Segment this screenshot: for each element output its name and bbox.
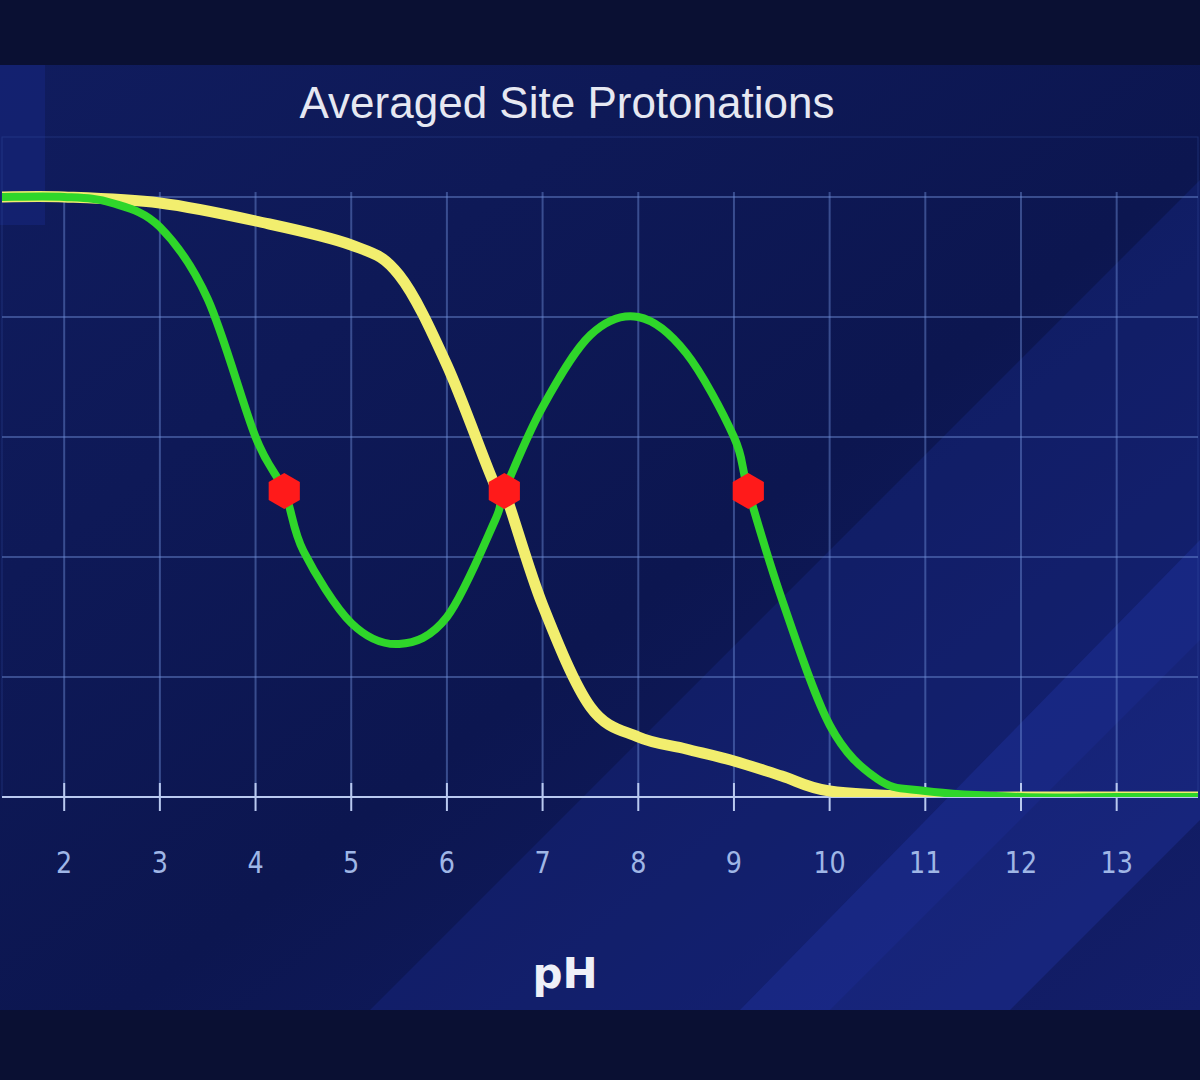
plot-area: [2, 197, 1198, 797]
grid-line-x: [1020, 192, 1022, 797]
grid-line-x: [637, 192, 639, 797]
series-line: [2, 197, 1198, 797]
title: Averaged Site Protonations: [300, 78, 835, 127]
decor-stripe: [370, 180, 1200, 1010]
x-tick-label: 3: [152, 845, 168, 881]
grid-line-x: [924, 192, 926, 797]
grid-line-x: [159, 192, 161, 797]
decor-stripe: [740, 540, 1200, 1010]
x-tick: [733, 783, 735, 811]
grid-line-y: [2, 676, 1198, 678]
series-marker: [269, 473, 300, 509]
panel: [0, 65, 1200, 1010]
grid-line-x: [542, 192, 544, 797]
x-tick-label: 9: [726, 845, 742, 881]
x-tick: [542, 783, 544, 811]
grid-line-x: [350, 192, 352, 797]
grid-line-x: [63, 192, 65, 797]
x-tick: [255, 783, 257, 811]
x-tick: [637, 783, 639, 811]
series-marker: [733, 473, 764, 509]
x-tick-label: 6: [439, 845, 455, 881]
chart-svg: Averaged Site Protonations 2 3 4 5 6 7 8 9 10 11 12…: [0, 0, 1200, 1080]
series-line: [2, 197, 1198, 797]
grid-line-y: [2, 316, 1198, 318]
x-tick-label: 11: [909, 845, 941, 881]
grid-line-y: [2, 196, 1198, 198]
grid-line-x: [1116, 192, 1118, 797]
x-tick: [159, 783, 161, 811]
x-tick: [63, 783, 65, 811]
x-tick: [446, 783, 448, 811]
grid-line-x: [446, 192, 448, 797]
grid-line-y: [2, 556, 1198, 558]
chart-root: Averaged Site Protonations 2 3 4 5 6 7 8 9 10 11 12…: [0, 0, 1200, 1080]
x-tick-label: 13: [1100, 845, 1132, 881]
grid-line-y: [2, 436, 1198, 438]
series-marker: [489, 473, 520, 509]
x-axis-label: pH: [532, 949, 597, 998]
x-tick-label: 4: [247, 845, 263, 881]
x-tick-label: 2: [56, 845, 72, 881]
plot-frame: [2, 137, 1198, 797]
grid-line-x: [255, 192, 257, 797]
x-tick-label: 8: [630, 845, 646, 881]
x-tick-label: 7: [534, 845, 550, 881]
background: [0, 0, 1200, 1080]
x-tick-label: 5: [343, 845, 359, 881]
grid-line-x: [829, 192, 831, 797]
x-tick-label: 10: [813, 845, 845, 881]
x-tick-label: 12: [1005, 845, 1037, 881]
x-tick: [350, 783, 352, 811]
